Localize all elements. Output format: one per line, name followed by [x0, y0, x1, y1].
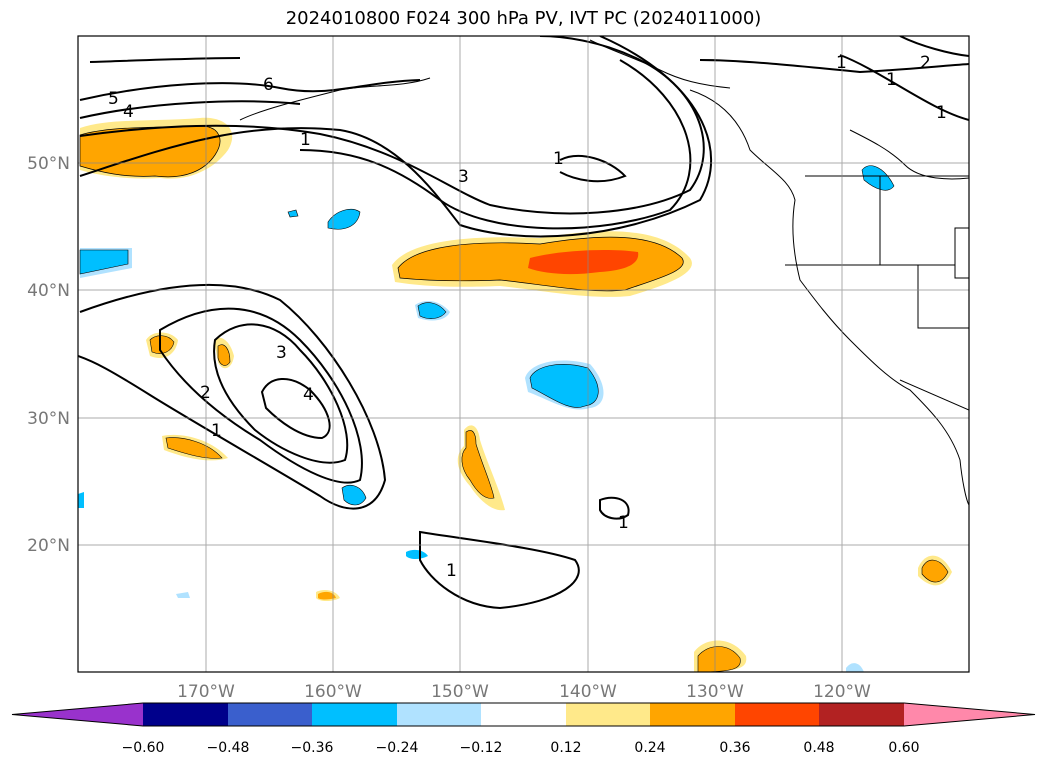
colorbar-tick-label: 0.12	[550, 740, 581, 756]
colorbar-segment	[228, 703, 312, 726]
contour-label: 1	[618, 513, 629, 533]
colorbar-tick-label: −0.36	[291, 740, 334, 756]
lon-label: 140°W	[559, 682, 617, 702]
lon-label: 160°W	[304, 682, 362, 702]
contour-label: 4	[123, 102, 134, 122]
contour-label: 5	[108, 89, 119, 109]
contour-label: 4	[303, 385, 314, 405]
contour-label: 1	[211, 421, 222, 441]
lat-label: 40°N	[27, 281, 70, 301]
lon-label: 130°W	[686, 682, 744, 702]
lat-label: 50°N	[27, 154, 70, 174]
graticule	[78, 36, 969, 672]
plot-frame	[77, 35, 970, 673]
colorbar-segment	[819, 703, 904, 726]
colorbar-tick-label: 0.60	[888, 740, 919, 756]
colorbar-tick-label: 0.24	[634, 740, 665, 756]
contour-label: 1	[886, 70, 897, 90]
map-title: 2024010800 F024 300 hPa PV, IVT PC (2024…	[285, 8, 762, 29]
colorbar-tick-label: −0.12	[460, 740, 503, 756]
lat-label: 20°N	[27, 536, 70, 556]
colorbar-tick-label: −0.24	[376, 740, 419, 756]
contour-label: 1	[446, 561, 457, 581]
colorbar-segment	[566, 703, 650, 726]
contour-label: 2	[920, 53, 931, 73]
colorbar-segment	[397, 703, 481, 726]
colorbar-tick-label: −0.48	[207, 740, 250, 756]
contour-labels: 5 4 6 1 3 1 1 1 2 1 3 2 1 4 1 1	[108, 53, 947, 581]
colorbar-segment	[143, 703, 228, 726]
contour-label: 1	[300, 130, 311, 150]
contour-label: 1	[936, 103, 947, 123]
colorbar-segment	[735, 703, 819, 726]
colorbar-tick-label: 0.48	[803, 740, 834, 756]
colorbar	[11, 702, 1036, 727]
lon-label: 150°W	[431, 682, 489, 702]
colorbar-segment	[481, 703, 566, 726]
lon-label: 120°W	[813, 682, 871, 702]
colorbar-extend-high	[904, 703, 1035, 726]
colorbar-segment	[312, 703, 397, 726]
contour-label: 3	[276, 343, 287, 363]
coastlines	[239, 39, 969, 506]
colorbar-extend-low	[12, 703, 143, 726]
contour-label: 2	[200, 383, 211, 403]
contour-label: 6	[263, 75, 274, 95]
contour-label: 3	[458, 167, 469, 187]
colorbar-segment	[650, 703, 735, 726]
lon-label: 170°W	[177, 682, 235, 702]
colorbar-outline	[11, 702, 1036, 727]
colorbar-tick-label: 0.36	[719, 740, 750, 756]
colorbar-ticks: −0.60 −0.48 −0.36 −0.24 −0.12 0.12 0.24 …	[122, 740, 920, 756]
pv-contours	[78, 36, 969, 610]
ivt-shading	[78, 117, 952, 672]
lat-labels: 50°N 40°N 30°N 20°N	[27, 154, 70, 556]
colorbar-tick-label: −0.60	[122, 740, 165, 756]
contour-label: 1	[836, 53, 847, 73]
lat-label: 30°N	[27, 409, 70, 429]
lon-labels: 170°W 160°W 150°W 140°W 130°W 120°W	[177, 682, 871, 702]
contour-label: 1	[553, 149, 564, 169]
